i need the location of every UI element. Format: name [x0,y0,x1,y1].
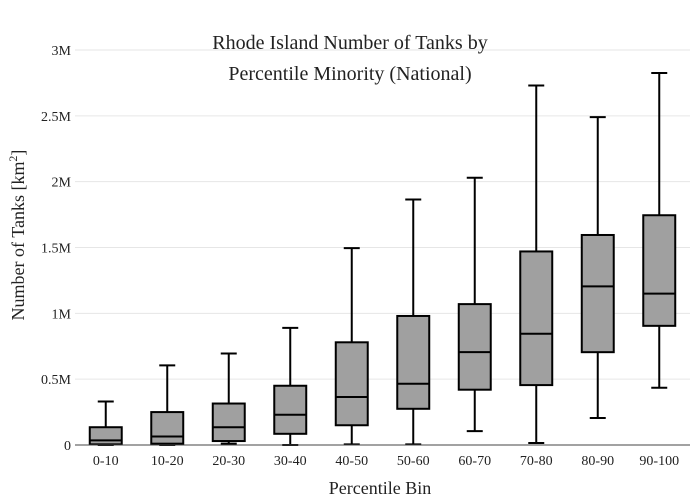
y-tick-label: 2.5M [41,110,72,125]
x-tick-label: 30-40 [274,454,307,469]
box-50-60 [396,198,431,446]
box-60-70 [457,176,492,433]
iqr-box [273,384,308,435]
chart-title-line-2: Percentile Minority (National) [228,63,471,85]
box-30-40 [273,326,308,446]
iqr-box [211,402,246,443]
y-tick-label: 1M [52,307,72,322]
y-tick-label: 3M [52,44,72,59]
x-tick-label: 60-70 [458,454,491,469]
x-tick-label: 20-30 [212,454,245,469]
x-tick-label: 70-80 [520,454,553,469]
iqr-box [519,250,554,387]
box-90-100 [642,72,677,389]
x-tick-label: 80-90 [581,454,614,469]
iqr-box [88,426,123,446]
box-10-20 [150,364,185,446]
y-tick-label: 0 [64,439,71,454]
x-tick-label: 50-60 [397,454,430,469]
gridlines [75,49,690,380]
y-tick-label: 0.5M [41,373,72,388]
x-axis-title: Percentile Bin [329,478,431,498]
iqr-box [642,214,677,327]
iqr-box [334,341,369,427]
box-0-10 [88,400,123,446]
iqr-box [396,314,431,410]
y-tick-labels: 0 0.5M 1M 1.5M 2M 2.5M 3M [41,44,72,454]
chart-title-line-1: Rhode Island Number of Tanks by [212,32,487,54]
y-tick-label: 2M [52,176,72,191]
y-axis-title-end: ] [8,150,28,156]
iqr-box [457,303,492,391]
x-tick-labels: 0-10 10-20 20-30 30-40 40-50 50-60 60-70 70-80 8… [93,454,679,469]
boxes [88,72,677,446]
y-axis-title: Number of Tanks [km2] [6,150,28,321]
y-tick-label: 1.5M [41,242,72,257]
x-tick-label: 0-10 [93,454,119,469]
y-axis-title-superscript: 2 [6,156,20,162]
box-70-80 [519,84,554,445]
x-tick-label: 90-100 [639,454,679,469]
x-tick-label: 10-20 [151,454,184,469]
box-40-50 [334,247,369,446]
x-tick-label: 40-50 [335,454,368,469]
box-20-30 [211,352,246,445]
iqr-box [580,233,615,354]
y-axis-title-main: Number of Tanks [km [8,162,28,321]
box-80-90 [580,116,615,420]
iqr-box [150,411,185,445]
